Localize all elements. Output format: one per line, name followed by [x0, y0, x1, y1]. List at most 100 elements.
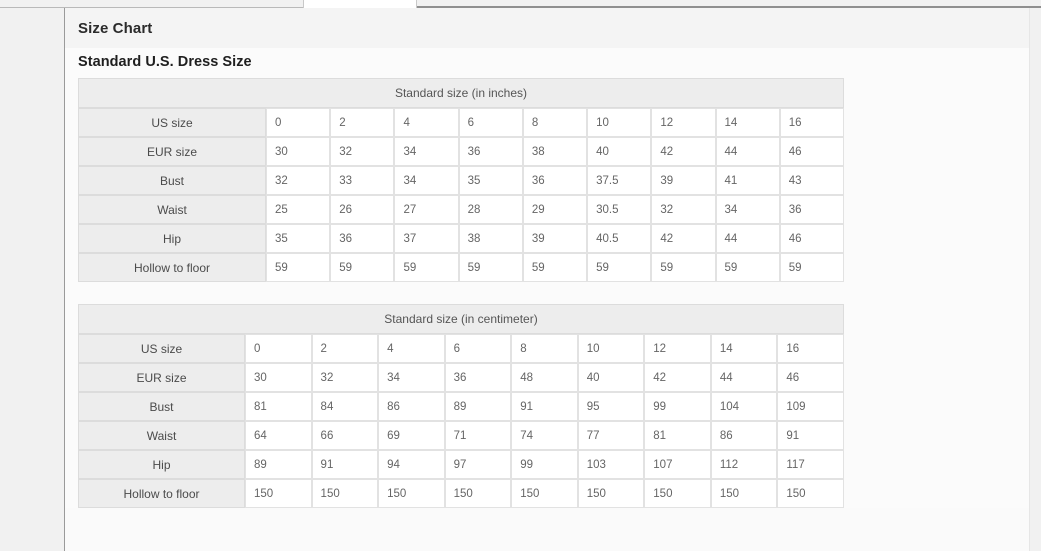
value-cell: 34 [394, 137, 459, 166]
row-label: Hip [78, 450, 245, 479]
value-cell: 109 [777, 392, 844, 421]
value-cell: 99 [644, 392, 711, 421]
tab-strip-divider-right [417, 6, 1041, 8]
value-cell: 40.5 [587, 224, 652, 253]
value-cell: 4 [394, 108, 459, 137]
browser-tab-active[interactable] [303, 0, 417, 8]
value-cell: 94 [378, 450, 445, 479]
value-cell: 36 [522, 166, 588, 195]
value-cell: 150 [444, 479, 512, 508]
table-row: Hip 89 91 94 97 99 103 107 112 117 [78, 450, 844, 479]
panel-body: Standard U.S. Dress Size Standard size (… [65, 48, 1029, 508]
value-cell: 39 [651, 166, 716, 195]
value-cell: 112 [710, 450, 778, 479]
row-label: US size [78, 108, 266, 137]
page-title: Size Chart [78, 19, 153, 37]
value-cell: 10 [587, 108, 652, 137]
table-caption: Standard size (in inches) [78, 78, 844, 108]
value-cell: 71 [444, 421, 512, 450]
value-cell: 97 [444, 450, 512, 479]
value-cell: 43 [779, 166, 844, 195]
size-table-inches-body: Standard size (in inches) US size 0 2 4 6 8 10 1… [78, 78, 844, 282]
value-cell: 86 [378, 392, 445, 421]
size-table-cm: Standard size (in centimeter) US size 0 2 4 6… [78, 304, 844, 508]
value-cell: 16 [777, 334, 844, 363]
value-cell: 84 [311, 392, 379, 421]
value-cell: 150 [777, 479, 844, 508]
size-table-inches: Standard size (in inches) US size 0 2 4 6 8 10 1… [78, 78, 844, 282]
value-cell: 0 [266, 108, 331, 137]
table-row: Hollow to floor 59 59 59 59 59 59 59 59 59 [78, 253, 844, 282]
value-cell: 42 [651, 137, 716, 166]
value-cell: 44 [715, 137, 780, 166]
row-label: US size [78, 334, 245, 363]
value-cell: 59 [651, 253, 716, 282]
value-cell: 150 [378, 479, 445, 508]
value-cell: 59 [458, 253, 523, 282]
row-label: EUR size [78, 137, 266, 166]
value-cell: 28 [458, 195, 523, 224]
value-cell: 39 [522, 224, 588, 253]
value-cell: 38 [522, 137, 588, 166]
value-cell: 69 [378, 421, 445, 450]
value-cell: 12 [644, 334, 711, 363]
panel-header: Size Chart [65, 8, 1029, 48]
value-cell: 91 [777, 421, 844, 450]
value-cell: 86 [710, 421, 778, 450]
value-cell: 8 [511, 334, 578, 363]
table-row: Hip 35 36 37 38 39 40.5 42 44 46 [78, 224, 844, 253]
value-cell: 107 [644, 450, 711, 479]
value-cell: 59 [587, 253, 652, 282]
page-container: Size Chart Standard U.S. Dress Size Stan… [64, 8, 1030, 551]
value-cell: 36 [458, 137, 523, 166]
table-row: Bust 32 33 34 35 36 37.5 39 41 43 [78, 166, 844, 195]
row-label: Bust [78, 392, 245, 421]
value-cell: 36 [444, 363, 512, 392]
value-cell: 81 [644, 421, 711, 450]
row-label: Bust [78, 166, 266, 195]
table-row: Hollow to floor 150 150 150 150 150 150 150 150 1… [78, 479, 844, 508]
value-cell: 150 [577, 479, 645, 508]
value-cell: 34 [378, 363, 445, 392]
value-cell: 104 [710, 392, 778, 421]
value-cell: 91 [511, 392, 578, 421]
table-row: Waist 25 26 27 28 29 30.5 32 34 36 [78, 195, 844, 224]
value-cell: 40 [577, 363, 645, 392]
value-cell: 32 [311, 363, 379, 392]
value-cell: 25 [266, 195, 331, 224]
value-cell: 34 [715, 195, 780, 224]
value-cell: 44 [710, 363, 778, 392]
value-cell: 32 [330, 137, 395, 166]
table-row: Bust 81 84 86 89 91 95 99 104 109 [78, 392, 844, 421]
value-cell: 42 [651, 224, 716, 253]
value-cell: 0 [245, 334, 312, 363]
value-cell: 36 [330, 224, 395, 253]
value-cell: 89 [444, 392, 512, 421]
table-row: US size 0 2 4 6 8 10 12 14 16 [78, 108, 844, 137]
value-cell: 59 [330, 253, 395, 282]
row-label: EUR size [78, 363, 245, 392]
value-cell: 48 [511, 363, 578, 392]
value-cell: 2 [330, 108, 395, 137]
value-cell: 38 [458, 224, 523, 253]
value-cell: 12 [651, 108, 716, 137]
value-cell: 26 [330, 195, 395, 224]
table-row: EUR size 30 32 34 36 48 40 42 44 46 [78, 363, 844, 392]
value-cell: 35 [458, 166, 523, 195]
table-caption-row: Standard size (in inches) [78, 78, 844, 108]
value-cell: 150 [311, 479, 379, 508]
value-cell: 59 [715, 253, 780, 282]
value-cell: 66 [311, 421, 379, 450]
value-cell: 37 [394, 224, 459, 253]
value-cell: 46 [779, 137, 844, 166]
value-cell: 32 [266, 166, 331, 195]
value-cell: 37.5 [587, 166, 652, 195]
value-cell: 35 [266, 224, 331, 253]
value-cell: 41 [715, 166, 780, 195]
value-cell: 33 [330, 166, 395, 195]
table-row: EUR size 30 32 34 36 38 40 42 44 46 [78, 137, 844, 166]
size-table-cm-wrapper: Standard size (in centimeter) US size 0 2 4 6… [78, 282, 1029, 508]
value-cell: 91 [311, 450, 379, 479]
value-cell: 150 [511, 479, 578, 508]
value-cell: 95 [577, 392, 645, 421]
